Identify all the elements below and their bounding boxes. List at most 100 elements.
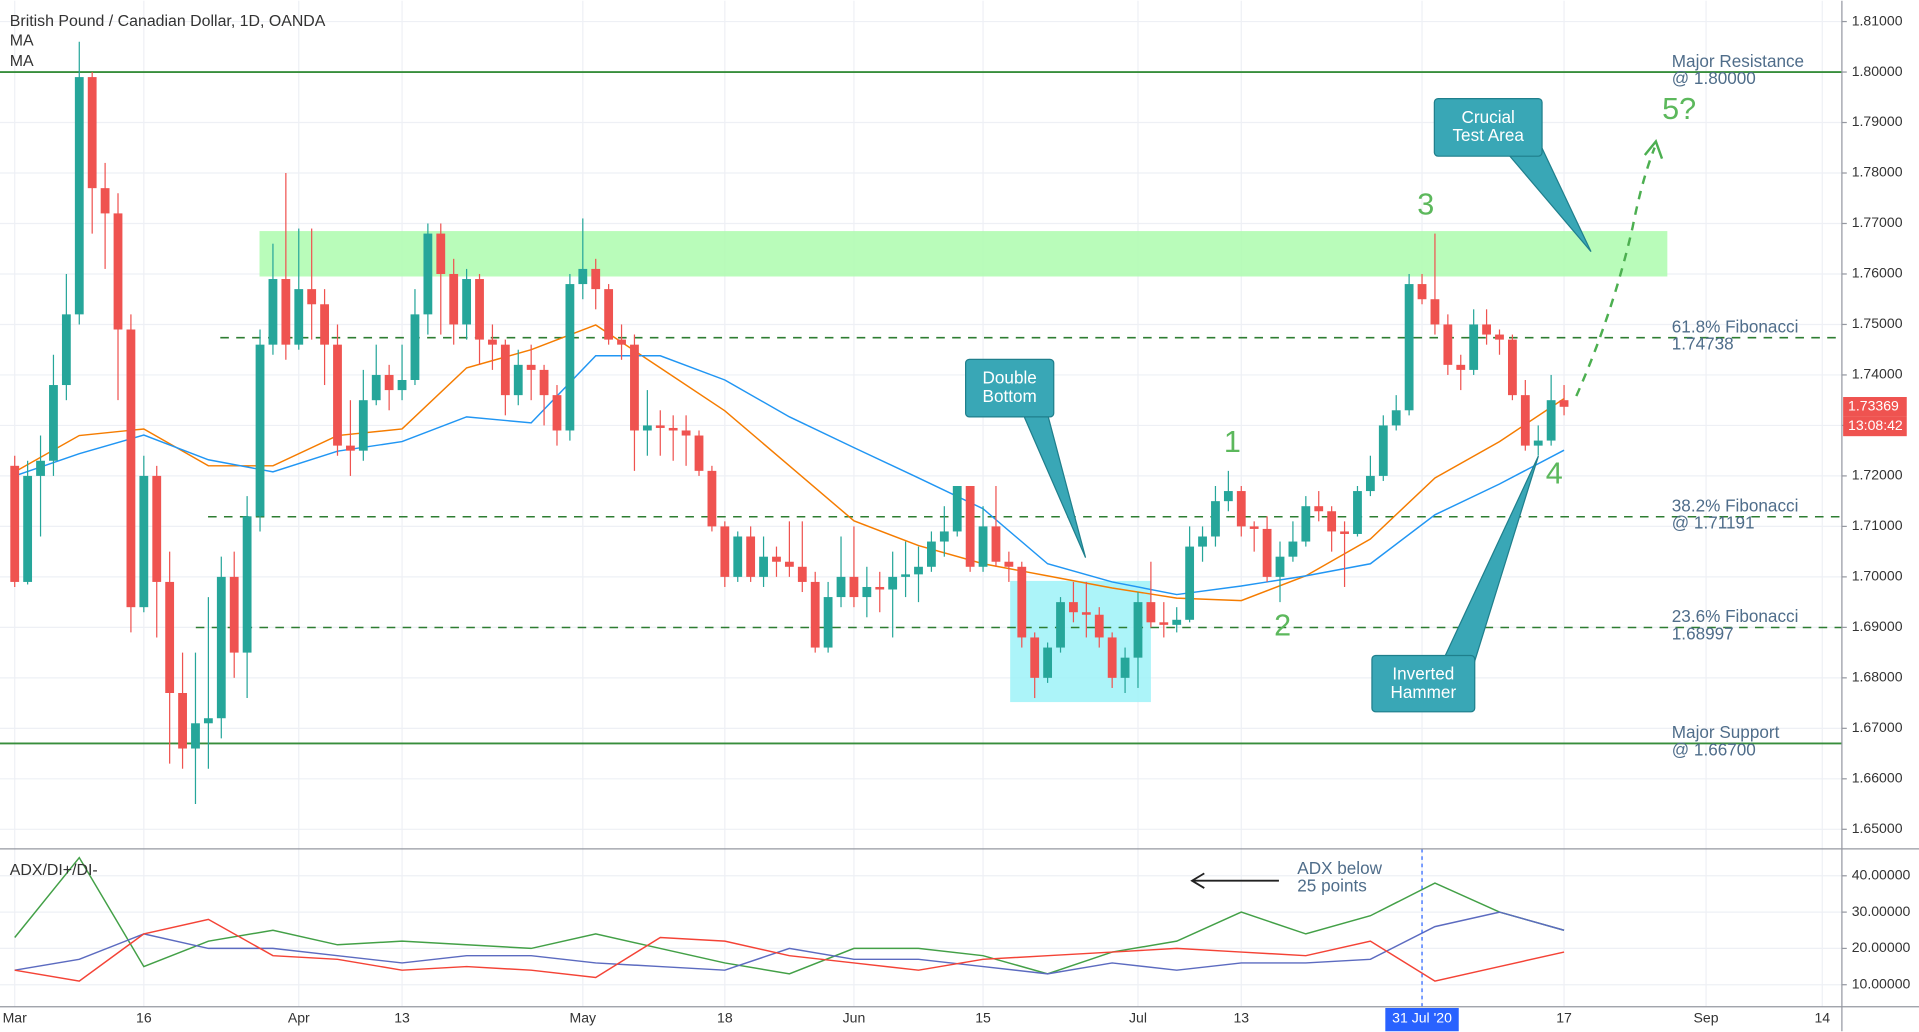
y-tick-label: 1.65000 [1852,820,1903,836]
candle-body [281,279,291,345]
y-tick-label: 1.74000 [1852,366,1903,382]
candle-body [1443,324,1453,365]
level-label: @ 1.66700 [1672,739,1756,759]
wave-label: 5? [1662,92,1696,126]
candle-body [268,279,278,345]
candle-body [1017,566,1027,638]
x-tick-label: Mar [3,1010,28,1026]
y-tick-label: 1.79000 [1852,113,1903,129]
zone [259,231,1668,277]
candle-body [694,435,704,471]
candle-body [36,460,45,476]
x-tick-label: Apr [288,1010,310,1026]
candle-body [836,576,846,598]
level-label: 61.8% Fibonacci [1672,316,1799,336]
candle-body [255,344,265,517]
candle-body [229,576,239,653]
candle-body [1249,526,1259,529]
last-price: 1.73369 [1848,398,1899,414]
candle-body [862,586,872,598]
x-tick-label: 14 [1814,1010,1830,1026]
last-price-bg [1843,397,1907,417]
candle-body [681,430,691,436]
candle-body [1275,556,1285,577]
candle-body [1081,612,1091,615]
candle-body [927,541,936,567]
candle-body [126,329,136,608]
candle-body [1391,410,1401,426]
candle-body [1030,637,1040,678]
candle-body [939,531,949,542]
candle-body [1456,364,1466,370]
indicator-title: ADX/DI+/DI- [10,862,98,879]
y-tick-label: 1.76000 [1852,265,1903,281]
candle-body [1172,619,1182,625]
candle-body [23,475,33,582]
candle-body [358,400,368,451]
x-tick-label: 13 [1233,1010,1249,1026]
legend-entry: MA [10,32,34,49]
y-tick-label: 1.75000 [1852,315,1903,331]
candle-body [1262,528,1272,577]
series-line [14,856,1565,975]
candle-body [965,486,975,567]
candle-body [100,188,110,214]
level-label: Major Resistance [1672,51,1804,71]
callout-text: Test Area [1453,125,1525,145]
projection-arrowhead [1643,139,1664,160]
candle-body [901,574,910,577]
x-tick-label: 16 [136,1010,152,1026]
candle-body [139,475,149,608]
candle-body [333,344,342,446]
candle-body [1198,536,1207,547]
candle-body [565,284,575,431]
x-tick-label: 17 [1556,1010,1572,1026]
candle-body [320,304,329,345]
candle-body [165,581,175,693]
candles [10,41,1569,805]
levels [0,71,1842,745]
candle-body [397,379,407,391]
candle-body [371,374,381,401]
candle-body [49,385,58,461]
series-line [14,911,1565,975]
candle-body [488,339,497,345]
candle-body [74,77,84,315]
wave-label: 1 [1224,425,1241,459]
candle-body [191,723,200,749]
candle-body [1043,647,1053,678]
adx-note: ADX below [1297,858,1382,878]
candle-body [152,475,162,582]
candle-body [1236,491,1246,527]
y-tick-label: 1.68000 [1852,669,1903,685]
candle-body [539,369,549,396]
candle-body [384,374,394,391]
candle-body [655,425,665,428]
candle-body [1469,324,1479,370]
candle-body [746,536,756,577]
y-tick-label: 1.77000 [1852,214,1903,230]
candle-body [449,273,459,325]
candle-body [1146,602,1156,623]
x-tick-label: 31 Jul '20 [1392,1010,1452,1026]
y-tick-label: 30.00000 [1852,903,1911,919]
candle-body [914,566,923,575]
candle-body [733,536,743,577]
candle-body [1288,541,1298,557]
annotations: Major Resistance@ 1.80000 61.8% Fibonacci… [965,51,1804,1007]
y-tick-label: 1.66000 [1852,770,1903,786]
candle-body [617,339,626,345]
y-tick-label: 1.70000 [1852,568,1903,584]
countdown: 13:08:42 [1848,417,1903,433]
countdown-bg [1843,416,1907,437]
candle-body [875,586,885,590]
candle-body [707,470,717,527]
candle-body [978,526,988,567]
candle-body [1185,546,1195,620]
candle-body [849,576,859,598]
level-label: 1.68997 [1672,623,1734,643]
candle-body [61,314,71,386]
y-tick-label: 10.00000 [1852,975,1911,991]
candle-body [1365,475,1375,492]
